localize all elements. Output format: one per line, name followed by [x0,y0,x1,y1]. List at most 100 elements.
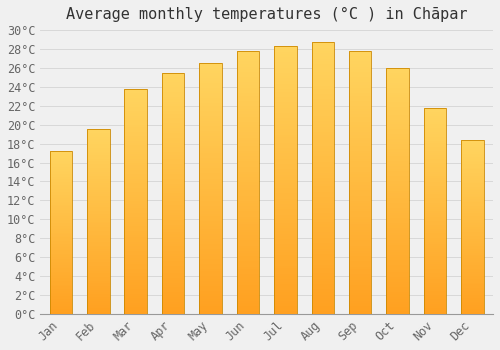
Bar [50,299,72,301]
Bar [200,176,222,178]
Bar [124,176,147,179]
Bar [312,91,334,94]
Bar [124,183,147,186]
Bar [274,202,296,204]
Bar [274,73,296,76]
Bar [462,258,483,260]
Bar [274,309,296,311]
Bar [424,273,446,275]
Bar [162,234,184,237]
Bar [124,303,147,305]
Bar [50,169,72,171]
Bar [87,259,110,260]
Bar [124,244,147,246]
Bar [386,78,409,80]
Bar [312,203,334,205]
Bar [424,112,446,114]
Bar [200,68,222,71]
Bar [162,147,184,150]
Bar [274,295,296,298]
Bar [462,227,483,229]
Bar [50,184,72,186]
Bar [200,151,222,153]
Bar [349,72,372,75]
Bar [87,234,110,236]
Bar [200,234,222,236]
Bar [386,181,409,183]
Bar [424,186,446,188]
Bar [50,219,72,221]
Bar [424,114,446,116]
Bar [200,269,222,271]
Bar [87,144,110,146]
Bar [349,132,372,135]
Bar [462,269,483,270]
Bar [124,271,147,273]
Bar [87,131,110,133]
Bar [236,98,259,101]
Bar [236,59,259,61]
Bar [162,109,184,111]
Bar [50,190,72,192]
Bar [274,279,296,282]
Bar [386,112,409,115]
Bar [50,172,72,174]
Bar [424,256,446,258]
Bar [236,285,259,288]
Bar [312,205,334,208]
Bar [124,134,147,136]
Bar [462,291,483,293]
Bar [124,258,147,260]
Bar [274,233,296,236]
Bar [349,106,372,109]
Bar [124,132,147,134]
Bar [236,272,259,274]
Bar [386,134,409,137]
Bar [50,242,72,244]
Bar [50,309,72,311]
Bar [312,298,334,300]
Bar [236,75,259,77]
Bar [87,266,110,268]
Bar [87,176,110,177]
Bar [424,229,446,231]
Bar [349,114,372,117]
Bar [424,169,446,172]
Bar [462,145,483,147]
Bar [274,172,296,175]
Bar [87,216,110,218]
Bar [349,151,372,153]
Bar [236,290,259,293]
Bar [312,56,334,59]
Bar [87,238,110,240]
Bar [462,147,483,148]
Bar [236,298,259,301]
Bar [124,195,147,197]
Bar [87,159,110,161]
Bar [274,274,296,276]
Bar [87,244,110,246]
Bar [312,235,334,238]
Bar [200,116,222,118]
Bar [200,138,222,141]
Bar [124,222,147,224]
Bar [386,312,409,314]
Bar [162,85,184,87]
Bar [462,187,483,189]
Bar [200,91,222,93]
Bar [349,182,372,185]
Bar [124,140,147,143]
Bar [312,240,334,243]
Bar [462,183,483,185]
Bar [162,251,184,254]
Bar [236,193,259,196]
Bar [386,97,409,100]
Bar [162,169,184,171]
Bar [274,62,296,65]
Bar [162,126,184,128]
Bar [87,170,110,172]
Bar [87,251,110,253]
Bar [274,46,296,49]
Bar [124,251,147,253]
Bar [349,167,372,169]
